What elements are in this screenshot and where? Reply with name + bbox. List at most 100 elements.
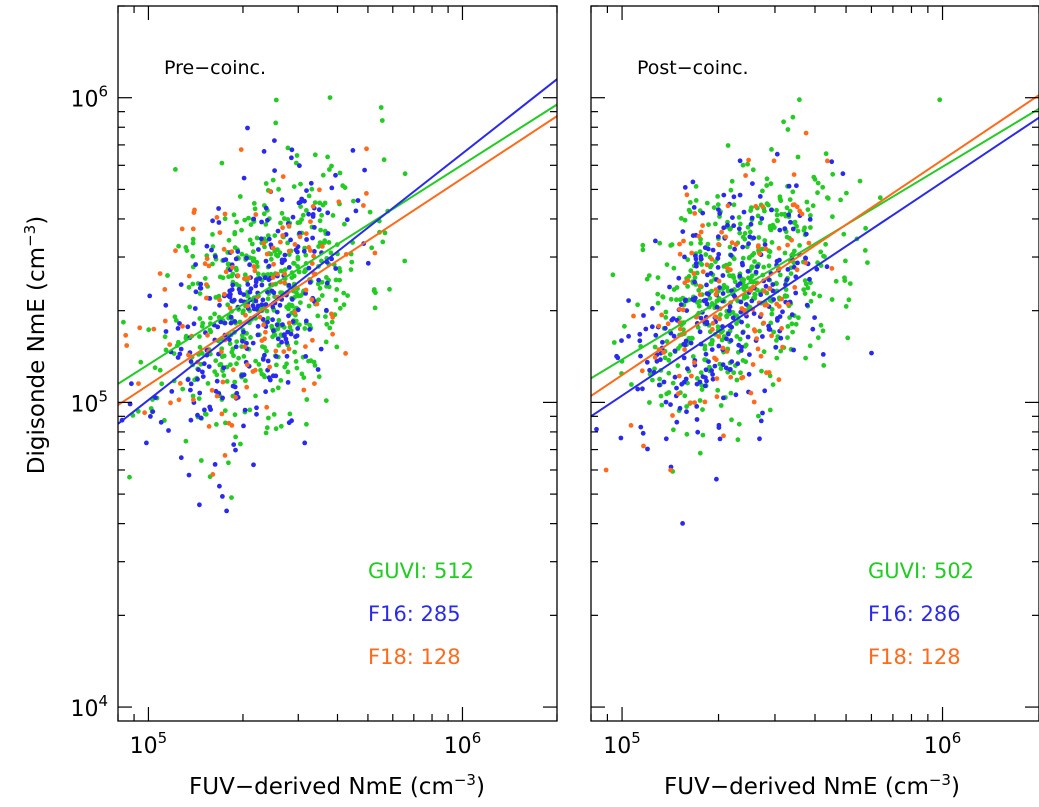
data-point-guvi	[299, 217, 304, 223]
data-point-f18	[273, 348, 279, 354]
data-point-guvi	[728, 187, 734, 193]
data-point-guvi	[709, 288, 714, 294]
data-point-guvi	[777, 194, 783, 200]
data-point-f18	[713, 287, 719, 292]
data-point-f16	[324, 280, 330, 286]
data-point-f16	[635, 386, 641, 392]
data-point-guvi	[276, 317, 282, 323]
data-point-guvi	[264, 348, 269, 354]
data-point-f16	[267, 377, 273, 383]
data-point-f18	[137, 325, 143, 331]
data-point-f16	[188, 381, 194, 387]
data-point-f18	[205, 332, 210, 338]
data-point-f16	[731, 194, 737, 200]
data-point-guvi	[745, 323, 751, 329]
data-point-guvi	[196, 396, 202, 401]
data-point-guvi	[371, 287, 377, 292]
data-point-f16	[770, 282, 776, 287]
data-point-f16	[307, 280, 313, 285]
data-point-f16	[748, 221, 754, 227]
data-point-guvi	[304, 208, 309, 213]
data-point-f16	[751, 311, 757, 316]
data-point-guvi	[289, 275, 295, 280]
data-point-f16	[259, 282, 265, 288]
data-point-f16	[325, 231, 331, 236]
data-point-f16	[302, 440, 308, 446]
data-point-f18	[317, 187, 322, 193]
data-point-guvi	[286, 252, 292, 257]
data-point-f18	[710, 327, 715, 332]
data-point-guvi	[138, 359, 144, 365]
data-point-f16	[715, 234, 721, 240]
data-point-guvi	[846, 297, 852, 303]
data-point-guvi	[248, 222, 254, 228]
data-point-guvi	[274, 252, 279, 258]
data-point-f18	[704, 262, 710, 268]
data-point-f16	[236, 287, 242, 292]
data-point-f16	[731, 223, 737, 229]
data-point-f18	[229, 249, 235, 255]
data-point-guvi	[382, 230, 388, 236]
data-point-guvi	[820, 184, 826, 190]
data-point-f16	[671, 333, 677, 339]
data-point-guvi	[812, 176, 818, 182]
data-point-guvi	[251, 201, 257, 206]
data-point-f16	[824, 264, 830, 270]
data-point-f16	[793, 290, 799, 296]
data-point-guvi	[802, 278, 808, 284]
data-point-guvi	[273, 120, 279, 126]
data-point-f16	[228, 320, 234, 326]
data-point-guvi	[793, 321, 799, 327]
data-point-guvi	[152, 365, 158, 371]
data-point-f16	[745, 334, 751, 340]
data-point-f18	[280, 233, 286, 238]
data-point-f16	[289, 297, 295, 302]
data-point-f16	[717, 285, 722, 290]
data-point-f16	[762, 242, 768, 248]
data-point-f18	[764, 302, 770, 308]
data-point-f16	[222, 320, 228, 326]
data-point-guvi	[737, 336, 743, 342]
data-point-guvi	[715, 324, 721, 330]
data-point-guvi	[301, 375, 307, 380]
data-point-guvi	[253, 358, 258, 364]
data-point-f16	[736, 226, 742, 232]
data-point-guvi	[254, 264, 260, 269]
data-point-guvi	[265, 272, 271, 277]
data-point-guvi	[684, 431, 690, 437]
data-point-f16	[285, 329, 291, 335]
data-point-f16	[350, 148, 356, 153]
data-point-f18	[641, 443, 646, 449]
data-point-guvi	[265, 315, 271, 321]
data-point-f16	[725, 222, 730, 228]
data-point-f18	[336, 199, 342, 205]
data-point-guvi	[238, 441, 243, 447]
data-point-f18	[221, 291, 227, 297]
data-point-f18	[755, 346, 761, 352]
data-point-f16	[739, 319, 744, 325]
data-point-f16	[637, 338, 643, 344]
data-point-f18	[361, 203, 366, 208]
data-point-f16	[869, 350, 874, 356]
data-point-f16	[727, 304, 733, 310]
legend-entry-f16: F16: 285	[368, 602, 461, 626]
data-point-guvi	[729, 417, 734, 423]
data-point-guvi	[351, 198, 356, 204]
data-point-guvi	[298, 300, 303, 305]
data-point-guvi	[265, 296, 271, 302]
data-point-guvi	[767, 249, 773, 255]
data-point-guvi	[787, 197, 793, 203]
data-point-f18	[714, 394, 720, 400]
data-point-guvi	[738, 370, 743, 376]
data-point-guvi	[273, 97, 279, 103]
data-point-guvi	[690, 354, 696, 359]
data-point-guvi	[764, 176, 770, 182]
data-point-guvi	[402, 171, 408, 177]
data-point-guvi	[751, 251, 757, 256]
data-point-guvi	[670, 380, 676, 386]
data-point-guvi	[843, 304, 849, 309]
data-point-f16	[721, 395, 726, 401]
data-point-f16	[312, 249, 317, 254]
data-point-guvi	[784, 205, 790, 211]
data-point-guvi	[323, 314, 328, 319]
